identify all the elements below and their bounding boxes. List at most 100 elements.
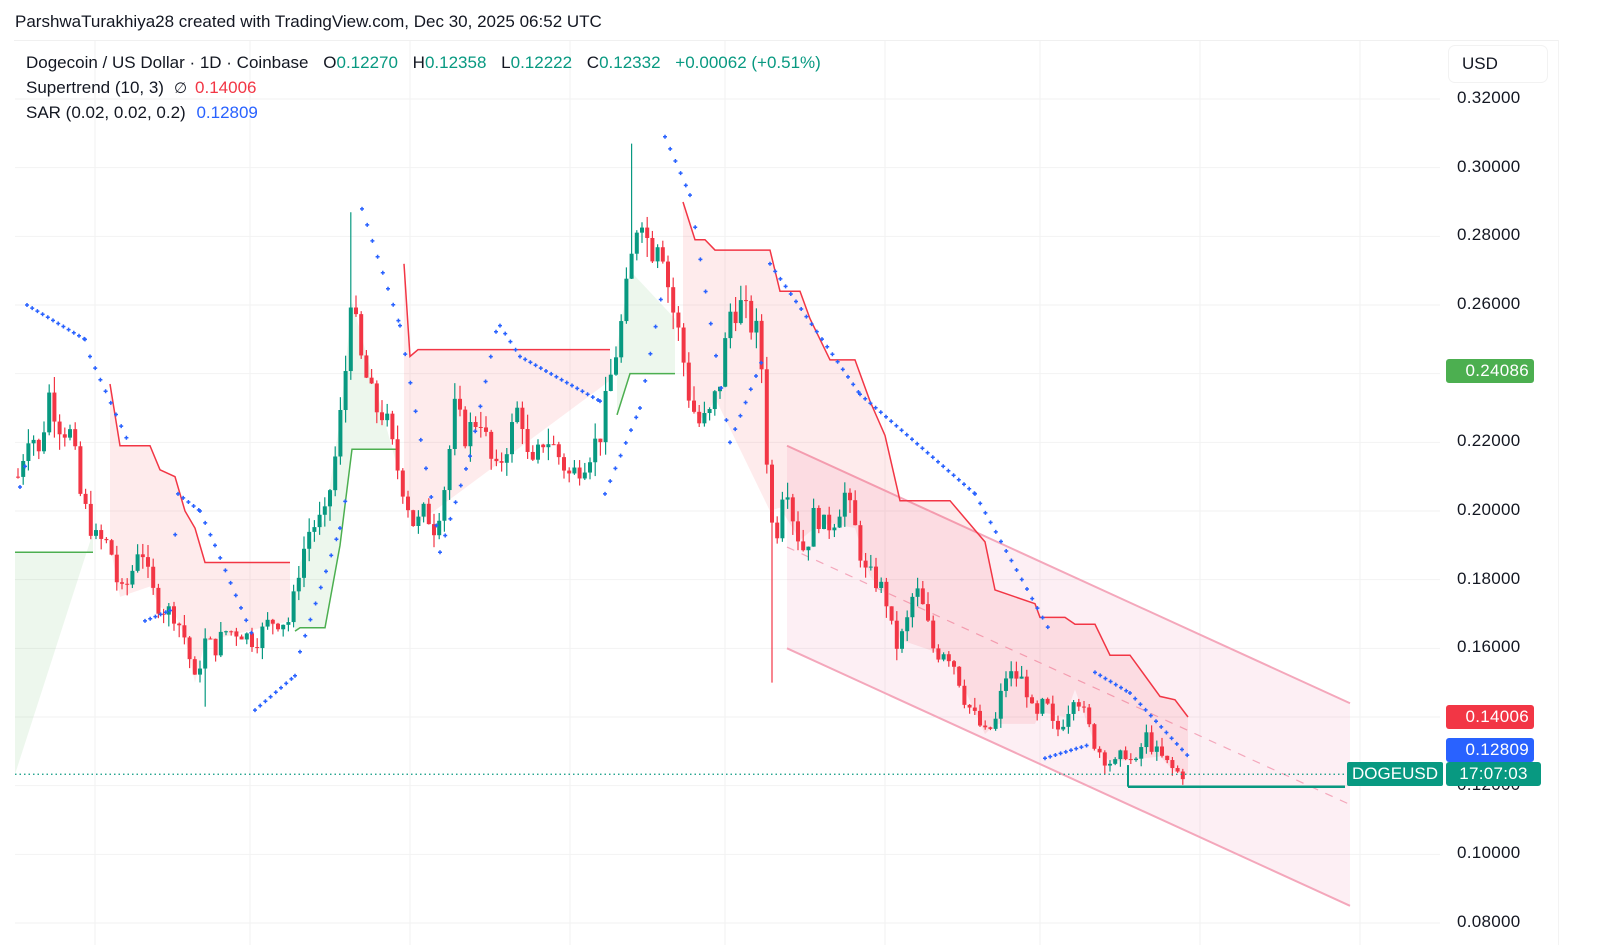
sar-dot (1040, 615, 1045, 620)
symbol-price-tag: DOGEUSD (1347, 762, 1443, 786)
sar-dot (88, 354, 92, 359)
candle-body (619, 321, 624, 358)
sar-dot (754, 374, 758, 379)
price-tick-label: 0.10000 (1457, 843, 1521, 863)
price-tick-label: 0.16000 (1457, 637, 1521, 657)
candle-body (177, 623, 182, 626)
candle-body (62, 434, 67, 438)
candle-body (624, 278, 629, 322)
chart-area[interactable] (14, 40, 1559, 946)
sar-dot (1074, 746, 1079, 751)
sar-dot (941, 464, 946, 469)
candle-body (1092, 724, 1097, 749)
sar-dot (464, 466, 468, 471)
sar-dot (910, 437, 914, 442)
sar-dot (1103, 676, 1108, 681)
sar-dot (114, 412, 118, 417)
sar-dot (365, 222, 370, 227)
sar-dot (35, 309, 40, 314)
sar-dot (1159, 724, 1164, 729)
candle-body (546, 444, 551, 448)
candle-body (926, 604, 930, 621)
candle-body (88, 503, 93, 536)
sar-dot (590, 395, 595, 400)
sar-dot (936, 459, 940, 464)
axis-divider (1558, 40, 1559, 945)
sar-dot (186, 499, 191, 504)
candle-body (224, 631, 228, 633)
candle-body (380, 412, 384, 421)
candle-body (816, 507, 821, 529)
candle-body (832, 527, 837, 531)
sar-dot (98, 377, 103, 382)
sar-dot (733, 427, 738, 432)
sar-dot (846, 374, 850, 379)
supertrend-fill (617, 270, 675, 415)
sar-dot (1084, 743, 1089, 748)
candle-body (889, 606, 894, 621)
candle-body (900, 631, 904, 649)
sar-dot (873, 405, 878, 410)
sar-dot (830, 352, 835, 357)
candle-body (130, 570, 135, 585)
candle-body (426, 503, 431, 525)
sar-dot (468, 454, 472, 459)
candle-body (822, 514, 826, 529)
sar-dot (1174, 741, 1179, 746)
sar-dot (1124, 688, 1129, 693)
sar-dot (840, 367, 845, 372)
candle-body (354, 307, 358, 315)
currency-button[interactable]: USD (1449, 46, 1547, 82)
sar-dot (863, 396, 868, 401)
candle-body (515, 407, 520, 423)
sar-dot (458, 483, 463, 488)
candle-body (47, 392, 52, 433)
sar-dot (253, 708, 257, 713)
sar-dot (1045, 625, 1050, 630)
sar-dot (343, 499, 348, 504)
candle-body (915, 588, 920, 597)
sar-dot (360, 206, 364, 211)
candle-body (52, 392, 57, 422)
sar-dot (820, 337, 824, 342)
sar-dot (983, 510, 988, 515)
sar-dot (634, 415, 639, 420)
candle-body (723, 338, 728, 387)
candle-body (827, 514, 832, 531)
candle-body (1144, 732, 1149, 748)
candle-body (520, 407, 525, 430)
legend-supertrend[interactable]: Supertrend (10, 3) ∅ 0.14006 (26, 76, 831, 102)
sar-dot (748, 387, 753, 392)
sar-dot (83, 337, 87, 342)
candle-body (296, 577, 301, 592)
candle-body (260, 626, 265, 649)
sar-dot (688, 193, 692, 198)
candle-body (718, 386, 722, 392)
sar-dot (203, 520, 208, 525)
sar-dot (198, 508, 202, 513)
candle-body (972, 707, 977, 711)
sar-dot (61, 324, 66, 329)
chart-legend: Dogecoin / US Dollar · 1D · Coinbase O0.… (26, 51, 831, 126)
candle-body (603, 390, 608, 443)
candle-body (229, 631, 234, 633)
sar-dot (967, 486, 972, 491)
candle-body (146, 557, 150, 567)
supertrend-line (403, 263, 610, 359)
price-tick-label: 0.30000 (1457, 156, 1521, 176)
sar-dot (759, 360, 764, 365)
legend-main-series[interactable]: Dogecoin / US Dollar · 1D · Coinbase O0.… (26, 51, 831, 76)
sar-dot (403, 352, 408, 357)
sar-dot (956, 477, 961, 482)
sar-dot (708, 321, 713, 326)
candle-body (291, 591, 296, 623)
candle-body (967, 704, 972, 708)
candle-body (218, 631, 223, 656)
sar-dot (244, 618, 249, 623)
sar-dot (930, 455, 935, 460)
legend-sar[interactable]: SAR (0.02, 0.02, 0.2) 0.12809 (26, 101, 831, 126)
candle-body (1087, 707, 1092, 725)
candle-body (369, 377, 374, 384)
candle-body (192, 659, 197, 675)
